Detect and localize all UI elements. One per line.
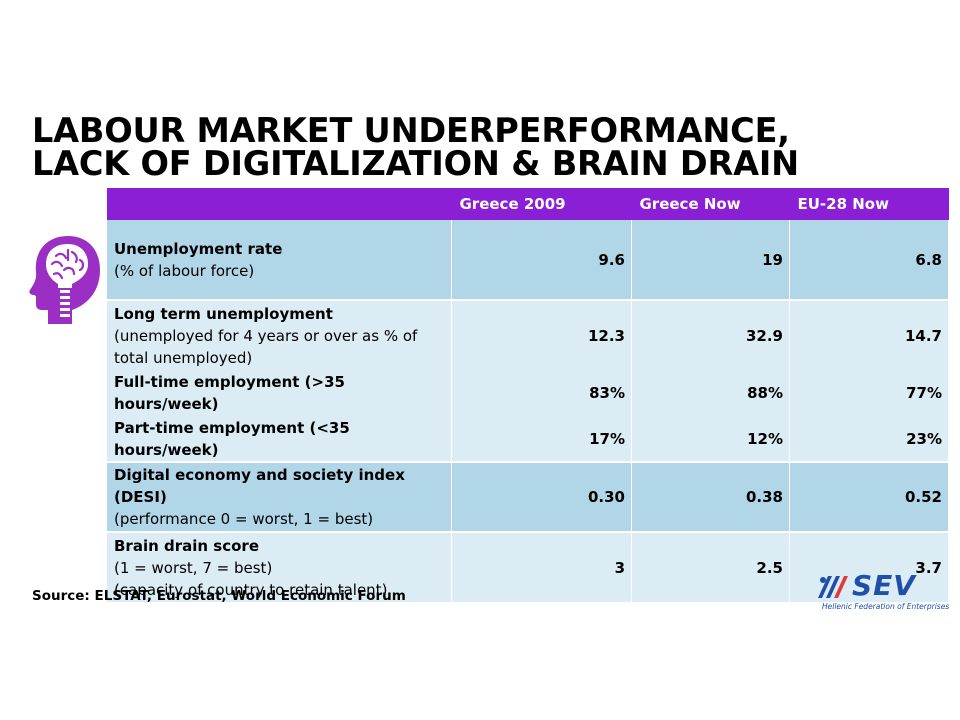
sev-logo: SEV Hellenic Federation of Enterprises: [812, 569, 949, 614]
row-label: Digital economy and society index (DESI): [114, 466, 405, 506]
row-label: Brain drain score: [114, 536, 259, 555]
row-label: Unemployment rate: [114, 239, 283, 258]
table-header-row: Greece 2009 Greece Now EU-28 Now: [106, 188, 949, 220]
brain-head-icon: [29, 236, 101, 324]
table-row: Part-time employment (<35 hours/week) 17…: [106, 416, 949, 462]
row-sublabel: (% of labour force): [114, 261, 255, 280]
value-greece-now: 88%: [631, 370, 790, 416]
value-greece-now: 2.5: [631, 531, 790, 602]
source-note: Source: ELSTAT, Eurostat, World Economic…: [32, 588, 406, 604]
value-greece-now: 32.9: [631, 299, 790, 370]
value-eu28-now: 6.8: [789, 220, 949, 300]
value-eu28-now: 23%: [789, 416, 949, 462]
table-row: Brain drain score (1 = worst, 7 = best) …: [106, 531, 949, 602]
value-greece-now: 19: [631, 220, 790, 300]
row-label: Full-time employment (>35 hours/week): [114, 373, 345, 413]
header-greece-2009: Greece 2009: [451, 188, 632, 220]
value-eu28-now: 14.7: [789, 299, 949, 370]
row-label-cell: Unemployment rate (% of labour force): [106, 220, 452, 300]
row-sublabel: (1 = worst, 7 = best): [114, 558, 273, 577]
row-label-cell: Long term unemployment (unemployed for 4…: [106, 299, 452, 370]
header-empty: [106, 188, 452, 220]
row-label-cell: Part-time employment (<35 hours/week): [106, 416, 452, 462]
table-row: Digital economy and society index (DESI)…: [106, 461, 949, 532]
value-greece-2009: 3: [451, 531, 632, 602]
value-eu28-now: 3.7: [789, 531, 949, 602]
table-row: Long term unemployment (unemployed for 4…: [106, 299, 949, 370]
title-line-2: LACK OF DIGITALIZATION & BRAIN DRAIN: [32, 144, 799, 183]
value-greece-2009: 17%: [451, 416, 632, 462]
value-greece-2009: 9.6: [451, 220, 632, 300]
value-greece-2009: 0.30: [451, 461, 632, 532]
value-greece-2009: 83%: [451, 370, 632, 416]
table-row: Unemployment rate (% of labour force) 9.…: [106, 220, 949, 300]
value-eu28-now: 0.52: [789, 461, 949, 532]
header-greece-now: Greece Now: [631, 188, 790, 220]
header-eu28-now: EU-28 Now: [789, 188, 949, 220]
row-label-cell: Brain drain score (1 = worst, 7 = best) …: [106, 531, 452, 602]
title-line-1: LABOUR MARKET UNDERPERFORMANCE,: [32, 111, 790, 150]
row-sublabel: (performance 0 = worst, 1 = best): [114, 510, 374, 528]
sev-logo-text: SEV: [852, 569, 916, 602]
row-label-cell: Full-time employment (>35 hours/week): [106, 370, 452, 416]
row-sublabel: (unemployed for 4 years or over as % of …: [114, 326, 418, 367]
row-label-cell: Digital economy and society index (DESI)…: [106, 461, 452, 532]
data-table: Greece 2009 Greece Now EU-28 Now Unemplo…: [106, 188, 949, 602]
value-greece-now: 0.38: [631, 461, 790, 532]
row-label: Long term unemployment: [114, 304, 333, 323]
value-eu28-now: 77%: [789, 370, 949, 416]
value-greece-now: 12%: [631, 416, 790, 462]
table-row: Full-time employment (>35 hours/week) 83…: [106, 370, 949, 416]
sev-logo-mark-icon: [818, 576, 848, 598]
slide-title: LABOUR MARKET UNDERPERFORMANCE, LACK OF …: [32, 111, 799, 183]
row-label: Part-time employment (<35 hours/week): [114, 418, 350, 459]
sev-logo-subtitle: Hellenic Federation of Enterprises: [822, 602, 950, 611]
value-greece-2009: 12.3: [451, 299, 632, 370]
row-sublabel: (capacity of country to retain talent): [114, 580, 388, 599]
